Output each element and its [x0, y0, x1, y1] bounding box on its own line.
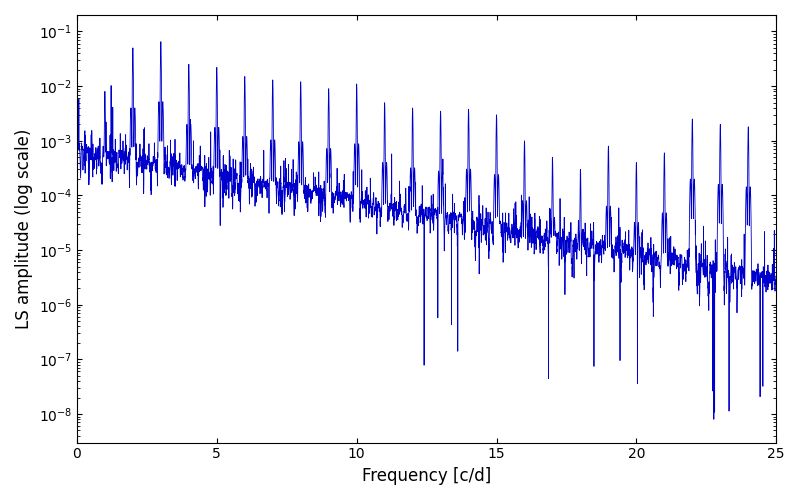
Y-axis label: LS amplitude (log scale): LS amplitude (log scale): [15, 128, 33, 329]
X-axis label: Frequency [c/d]: Frequency [c/d]: [362, 467, 491, 485]
